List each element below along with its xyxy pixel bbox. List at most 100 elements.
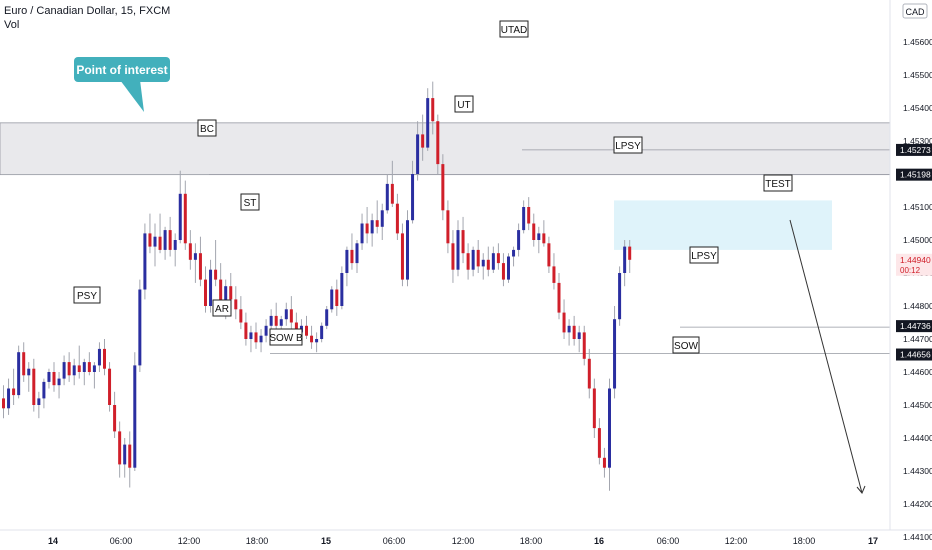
candle — [436, 114, 440, 174]
point-of-interest-callout: Point of interest — [74, 57, 170, 112]
candle — [461, 216, 465, 264]
candle — [37, 391, 41, 419]
candle — [284, 302, 288, 326]
candle — [496, 243, 500, 270]
label-ut: UT — [454, 95, 474, 113]
candle — [451, 230, 455, 283]
candle — [613, 306, 617, 399]
candle — [623, 240, 627, 287]
candle — [72, 358, 76, 386]
candle — [118, 421, 122, 478]
svg-text:TEST: TEST — [765, 179, 791, 190]
candle — [602, 447, 606, 478]
candle — [32, 358, 36, 412]
candle — [587, 348, 591, 399]
candle — [77, 345, 81, 379]
label-ar: AR — [212, 299, 232, 317]
price-tick-label: 1.44100 — [903, 532, 932, 542]
candle — [456, 220, 460, 277]
candle — [57, 372, 61, 399]
candle — [476, 240, 480, 273]
candle — [406, 210, 409, 287]
svg-text:UT: UT — [457, 100, 470, 111]
candle — [2, 385, 5, 419]
svg-text:SOW B: SOW B — [269, 333, 303, 344]
price-marker-label: 1.45198 — [900, 170, 931, 180]
time-axis[interactable]: 14 06:00 12:00 18:00 15 06:00 12:00 18:00 16 06:0… — [48, 536, 878, 546]
price-marker: 1.44656 — [896, 348, 932, 361]
candle — [628, 240, 632, 273]
time-tick-label: 14 — [48, 536, 58, 546]
currency-badge[interactable]: CAD — [902, 3, 928, 19]
time-tick-label: 16 — [594, 536, 604, 546]
candle — [567, 319, 571, 346]
candle — [380, 203, 384, 240]
candle — [350, 233, 354, 270]
time-tick-label: 18:00 — [246, 536, 269, 546]
time-tick-label: 06:00 — [110, 536, 133, 546]
candle — [421, 114, 425, 161]
candle — [254, 322, 258, 349]
candle — [168, 216, 172, 257]
svg-text:LPSY: LPSY — [691, 251, 717, 262]
label-sow: SOW — [672, 336, 700, 354]
candle — [572, 315, 576, 346]
time-tick-label: 15 — [321, 536, 331, 546]
price-tick-label: 1.45300 — [903, 136, 932, 146]
candle — [198, 236, 202, 287]
candle — [320, 322, 324, 343]
candle — [537, 226, 541, 254]
price-tick-label: 1.44200 — [903, 499, 932, 509]
candle — [400, 223, 404, 287]
candle — [562, 299, 566, 339]
candle — [97, 342, 101, 372]
candle — [47, 368, 51, 389]
candle — [527, 197, 531, 231]
price-tick-label: 1.44600 — [903, 367, 932, 377]
candle — [507, 253, 510, 283]
projection-arrow — [789, 219, 866, 494]
test-zone — [614, 200, 832, 250]
candle — [426, 88, 430, 151]
supply-zone — [0, 122, 891, 176]
candle — [325, 306, 329, 330]
callout-text: Point of interest — [76, 63, 167, 77]
candle — [138, 279, 142, 372]
candle — [204, 266, 207, 313]
price-tick-label: 1.44500 — [903, 400, 932, 410]
candle — [345, 246, 349, 287]
candle — [355, 240, 359, 273]
candle — [62, 355, 66, 386]
candle — [103, 339, 106, 376]
candle — [209, 259, 213, 313]
candle — [264, 319, 268, 343]
candle — [163, 226, 167, 260]
label-lpsy-1: LPSY — [613, 136, 643, 154]
time-tick-label: 12:00 — [725, 536, 748, 546]
label-test: TEST — [763, 174, 793, 192]
price-marker: 1.44736 — [896, 320, 932, 333]
label-lpsy-2: LPSY — [689, 246, 719, 264]
candle — [148, 213, 152, 254]
candle — [188, 230, 192, 270]
price-marker: 1.45198 — [896, 168, 932, 181]
countdown-label: 00:12 — [900, 266, 921, 275]
price-tick-label: 1.44700 — [903, 334, 932, 344]
candle — [274, 302, 278, 333]
candle — [239, 296, 243, 330]
candle — [305, 315, 308, 339]
price-tick-label: 1.45400 — [903, 103, 932, 113]
time-tick-label: 06:00 — [657, 536, 680, 546]
candle — [128, 431, 132, 488]
candle — [27, 362, 31, 392]
candle — [259, 329, 263, 353]
price-axis[interactable]: 1.45600 1.45500 1.45400 1.45300 1.45100 1.450… — [903, 37, 932, 542]
svg-text:LPSY: LPSY — [615, 141, 641, 152]
candle — [315, 332, 319, 353]
price-marker-label: 1.44656 — [900, 350, 931, 360]
svg-text:UTAD: UTAD — [501, 25, 527, 36]
price-tick-label: 1.45600 — [903, 37, 932, 47]
candle — [390, 160, 394, 207]
